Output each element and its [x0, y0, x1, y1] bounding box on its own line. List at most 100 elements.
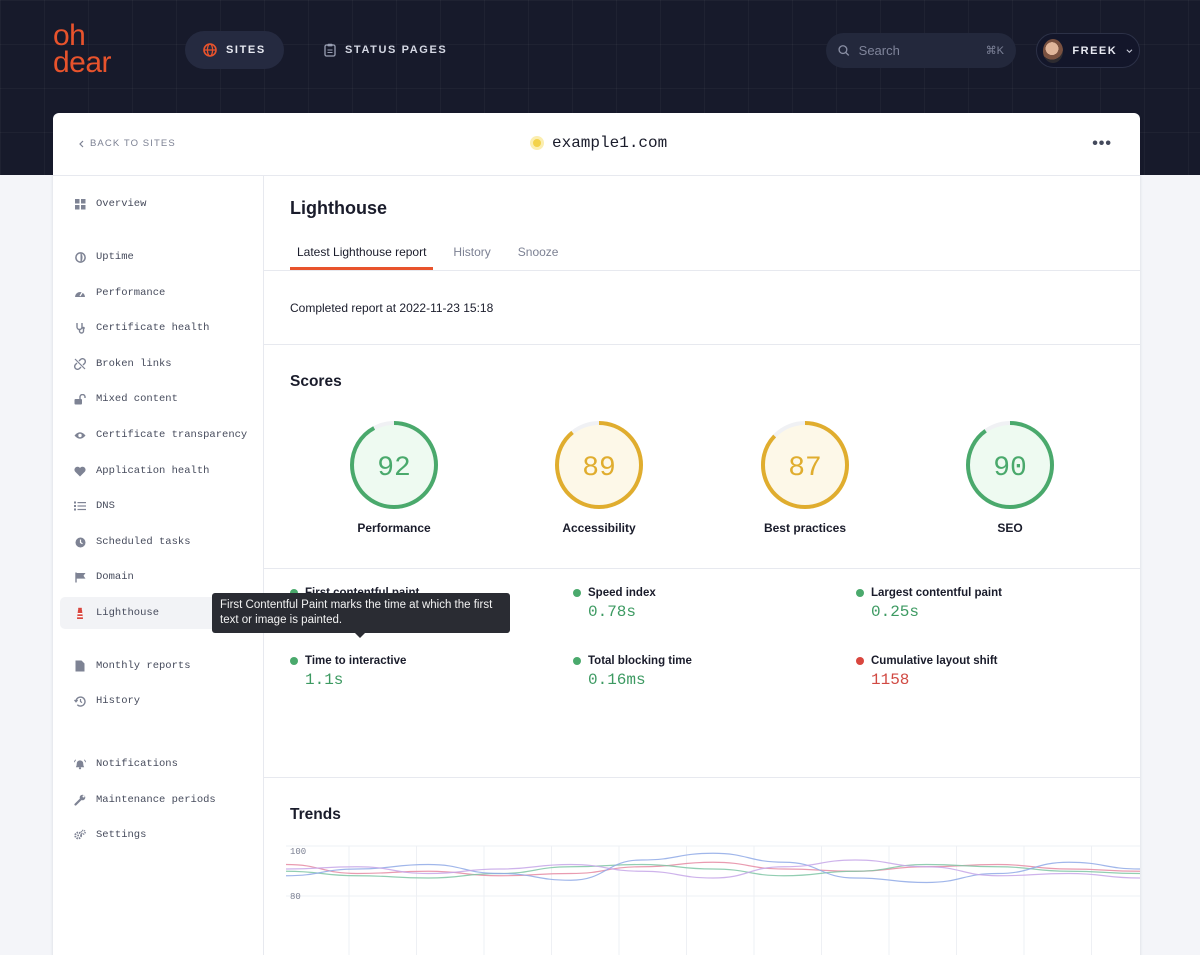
metric-item[interactable]: Cumulative layout shift 1158 — [856, 655, 1106, 689]
sidebar-item-label: Mixed content — [96, 393, 178, 405]
globe-icon — [74, 251, 86, 263]
metric-status-dot — [856, 589, 864, 597]
search-icon — [838, 45, 850, 56]
sidebar-item-mixed-content[interactable]: Mixed content — [60, 383, 256, 415]
metric-tooltip: First Contentful Paint marks the time at… — [212, 593, 510, 638]
sidebar-item-label: Application health — [96, 465, 210, 477]
site-card: BACK TO SITES example1.com ••• Overview U… — [53, 113, 1140, 955]
metric-value: 0.25s — [871, 603, 920, 621]
sidebar-item-overview[interactable]: Overview — [60, 188, 256, 220]
sidebar-item-label: Maintenance periods — [96, 794, 216, 806]
user-name: FREEK — [1072, 44, 1118, 57]
score-value: 87 — [788, 453, 822, 484]
search-box[interactable]: ⌘K — [826, 33, 1016, 68]
trend-series-line — [285, 861, 1140, 877]
sidebar-item-domain[interactable]: Domain — [60, 561, 256, 593]
sidebar-item-broken-links[interactable]: Broken links — [60, 348, 256, 380]
metric-name-row: Speed index — [573, 587, 823, 599]
sidebar-item-label: Scheduled tasks — [96, 536, 191, 548]
logo-line-1: oh — [53, 19, 86, 52]
sidebar-item-label: Domain — [96, 571, 134, 583]
sidebar-item-maintenance-periods[interactable]: Maintenance periods — [60, 784, 256, 816]
score-value: 90 — [993, 453, 1027, 484]
metric-item[interactable]: Total blocking time 0.16ms — [573, 655, 823, 689]
clipboard-icon — [324, 43, 336, 57]
score-value: 89 — [582, 453, 616, 484]
sidebar-item-settings[interactable]: Settings — [60, 819, 256, 851]
sidebar-item-scheduled-tasks[interactable]: Scheduled tasks — [60, 526, 256, 558]
metric-name: Time to interactive — [305, 655, 407, 667]
score-label: Performance — [357, 521, 431, 535]
metric-name-row: Time to interactive — [290, 655, 540, 667]
metric-status-dot — [573, 589, 581, 597]
metric-item[interactable]: Speed index 0.78s — [573, 587, 823, 621]
site-title: example1.com — [530, 134, 667, 152]
site-name: example1.com — [552, 134, 668, 152]
cogs-icon — [74, 829, 86, 841]
site-status-dot — [530, 136, 544, 150]
y-tick-label: 100 — [290, 847, 306, 857]
sidebar-item-monthly-reports[interactable]: Monthly reports — [60, 650, 256, 682]
stethoscope-icon — [74, 322, 86, 334]
score-label: SEO — [997, 521, 1023, 535]
eye-icon — [74, 429, 86, 441]
more-options-icon[interactable]: ••• — [1092, 135, 1112, 152]
metric-value: 1.1s — [305, 671, 344, 689]
metric-value: 1158 — [871, 671, 910, 689]
metric-name-row: Total blocking time — [573, 655, 823, 667]
score-gauge: 87 Best practices — [750, 419, 860, 535]
broken-link-icon — [74, 358, 86, 370]
sidebar-item-performance[interactable]: Performance — [60, 277, 256, 309]
tab-history[interactable]: History — [453, 245, 491, 259]
sidebar-item-label: Broken links — [96, 358, 172, 370]
sidebar-item-certificate-health[interactable]: Certificate health — [60, 312, 256, 344]
clock-icon — [74, 536, 86, 548]
divider — [264, 344, 1140, 345]
main-content: Lighthouse Latest Lighthouse report Hist… — [264, 176, 1140, 955]
nav-status-pages-label: STATUS PAGES — [345, 44, 448, 56]
sidebar-item-notifications[interactable]: Notifications — [60, 748, 256, 780]
sidebar-item-dns[interactable]: DNS — [60, 490, 256, 522]
sidebar-item-label: Monthly reports — [96, 660, 191, 672]
list-icon — [74, 500, 86, 512]
sidebar-item-certificate-transparency[interactable]: Certificate transparency — [60, 419, 256, 451]
nav-sites[interactable]: SITES — [185, 31, 284, 69]
page-title: Lighthouse — [290, 198, 387, 218]
metric-value: 0.16ms — [588, 671, 646, 689]
trends-chart: 100 80 — [285, 845, 1140, 955]
sidebar-item-application-health[interactable]: Application health — [60, 455, 256, 487]
ohdear-logo[interactable]: oh dear — [53, 19, 112, 78]
metric-item[interactable]: Time to interactive 1.1s — [290, 655, 540, 689]
nav-status-pages[interactable]: STATUS PAGES — [306, 31, 465, 69]
sidebar-item-label: Overview — [96, 198, 147, 210]
top-bar: oh dear SITES STATUS PAGES ⌘K FREEK — [0, 0, 1200, 175]
sidebar-item-label: History — [96, 695, 141, 707]
search-input[interactable] — [858, 43, 977, 58]
metric-name-row: Largest contentful paint — [856, 587, 1106, 599]
score-ring: 87 — [761, 421, 849, 509]
user-menu[interactable]: FREEK — [1036, 33, 1140, 68]
trend-series-line — [285, 852, 1140, 884]
heart-icon — [74, 465, 86, 477]
sidebar-item-history[interactable]: History — [60, 685, 256, 717]
unlock-icon — [74, 393, 86, 405]
back-to-sites-link[interactable]: BACK TO SITES — [79, 138, 176, 149]
flag-icon — [74, 571, 86, 583]
metric-item[interactable]: Largest contentful paint 0.25s — [856, 587, 1106, 621]
score-ring: 92 — [350, 421, 438, 509]
tab-snooze[interactable]: Snooze — [517, 245, 559, 259]
metric-value: 0.78s — [588, 603, 637, 621]
score-gauge: 92 Performance — [339, 419, 449, 535]
search-shortcut: ⌘K — [985, 45, 1004, 57]
tab-latest-report[interactable]: Latest Lighthouse report — [290, 234, 434, 270]
sidebar-item-label: Lighthouse — [96, 607, 160, 619]
sidebar-item-label: DNS — [96, 500, 115, 512]
chevron-down-icon — [1126, 48, 1133, 53]
grid-icon — [74, 198, 86, 210]
tab-bar: Latest Lighthouse report History Snooze — [290, 234, 578, 270]
trends-title: Trends — [290, 806, 341, 823]
globe-icon — [203, 43, 217, 57]
metric-status-dot — [290, 657, 298, 665]
y-tick-label: 80 — [290, 892, 301, 902]
sidebar-item-uptime[interactable]: Uptime — [60, 241, 256, 273]
